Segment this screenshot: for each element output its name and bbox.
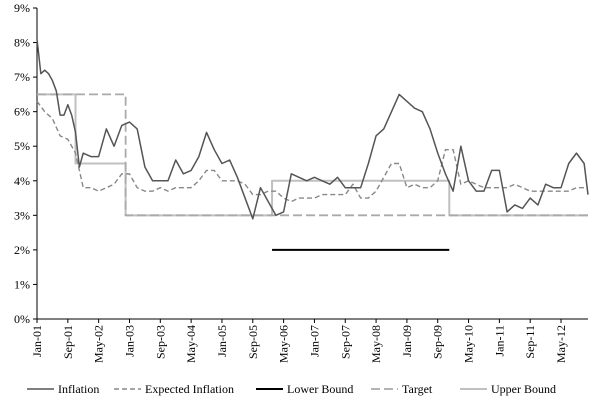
x-tick-label: Sep-09	[431, 325, 445, 359]
x-tick-label: May-04	[184, 325, 198, 363]
x-tick-label: Sep-11	[523, 325, 537, 359]
y-tick-label: 0%	[14, 312, 30, 326]
x-tick-label: Sep-07	[338, 325, 352, 359]
legend-label: Inflation	[58, 382, 99, 396]
y-tick-label: 5%	[14, 139, 30, 153]
plot-series	[36, 39, 589, 251]
y-tick-label: 6%	[14, 105, 30, 119]
x-tick-label: Jan-05	[215, 325, 229, 357]
x-tick-label: Jan-03	[122, 325, 136, 357]
y-tick-label: 2%	[14, 243, 30, 257]
y-tick-label: 9%	[14, 1, 30, 15]
series-line-target	[37, 93, 588, 217]
series-line-inflation	[36, 39, 589, 220]
series-line-upper-bound	[37, 93, 588, 217]
x-tick-label: Sep-03	[153, 325, 167, 359]
y-axis: 0% 1% 2% 3% 4% 5% 6% 7% 8% 9%	[14, 1, 38, 326]
x-tick-label: May-06	[277, 325, 291, 363]
legend-label: Lower Bound	[287, 382, 353, 396]
x-tick-label: Sep-01	[61, 325, 75, 359]
y-tick-label: 7%	[14, 70, 30, 84]
x-tick-label: May-12	[554, 325, 568, 363]
series-line-expected-inflation	[36, 100, 588, 203]
x-tick-label: May-10	[462, 325, 476, 363]
legend-label: Expected Inflation	[145, 382, 234, 396]
x-tick-label: Jan-09	[400, 325, 414, 357]
x-tick-label: Sep-05	[246, 325, 260, 359]
y-tick-label: 3%	[14, 208, 30, 222]
x-tick-label: May-08	[369, 325, 383, 363]
x-tick-label: Jan-07	[307, 325, 321, 357]
y-tick-label: 8%	[14, 36, 30, 50]
x-tick-label: Jan-11	[492, 325, 506, 357]
x-tick-label: May-02	[92, 325, 106, 363]
y-tick-label: 4%	[14, 174, 30, 188]
legend: Inflation Expected Inflation Lower Bound Ta…	[27, 382, 556, 396]
x-tick-label: Jan-01	[30, 325, 44, 357]
legend-label: Upper Bound	[491, 382, 556, 396]
legend-label: Target	[402, 382, 433, 396]
x-axis: Jan-01 Sep-01 May-02 Jan-03 Sep-03 May-04 Jan-…	[30, 318, 588, 363]
y-tick-label: 1%	[14, 277, 30, 291]
